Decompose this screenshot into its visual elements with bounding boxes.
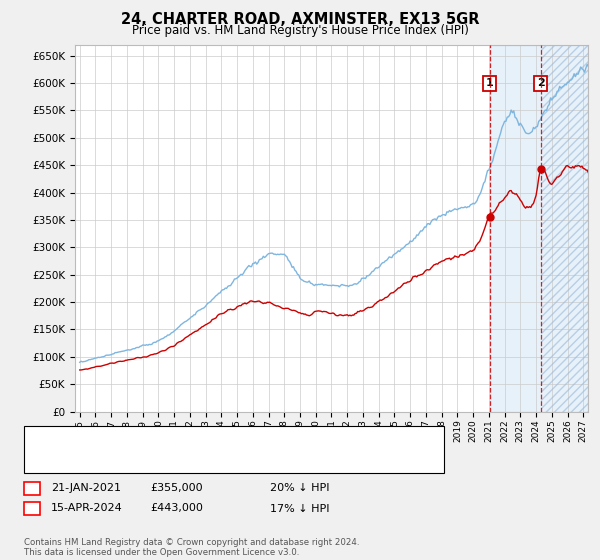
Text: Price paid vs. HM Land Registry's House Price Index (HPI): Price paid vs. HM Land Registry's House … bbox=[131, 24, 469, 36]
Bar bbox=[490, 45, 588, 412]
Text: Contains HM Land Registry data © Crown copyright and database right 2024.
This d: Contains HM Land Registry data © Crown c… bbox=[24, 538, 359, 557]
Text: 24, CHARTER ROAD, AXMINSTER, EX13 5GR: 24, CHARTER ROAD, AXMINSTER, EX13 5GR bbox=[121, 12, 479, 27]
Text: ——: —— bbox=[33, 454, 58, 466]
Text: HPI: Average price, detached house, East Devon: HPI: Average price, detached house, East… bbox=[57, 455, 309, 465]
Text: ——: —— bbox=[33, 432, 58, 445]
Text: £443,000: £443,000 bbox=[150, 503, 203, 514]
Text: 1: 1 bbox=[486, 78, 494, 88]
Text: 1: 1 bbox=[28, 483, 35, 493]
Text: 21-JAN-2021: 21-JAN-2021 bbox=[51, 483, 121, 493]
Text: 15-APR-2024: 15-APR-2024 bbox=[51, 503, 123, 514]
Text: 20% ↓ HPI: 20% ↓ HPI bbox=[270, 483, 329, 493]
Text: 2: 2 bbox=[28, 503, 35, 514]
Text: £355,000: £355,000 bbox=[150, 483, 203, 493]
Text: 17% ↓ HPI: 17% ↓ HPI bbox=[270, 503, 329, 514]
Text: 24, CHARTER ROAD, AXMINSTER, EX13 5GR (detached house): 24, CHARTER ROAD, AXMINSTER, EX13 5GR (d… bbox=[57, 434, 380, 444]
Text: 2: 2 bbox=[537, 78, 545, 88]
Bar bbox=[541, 8, 588, 412]
